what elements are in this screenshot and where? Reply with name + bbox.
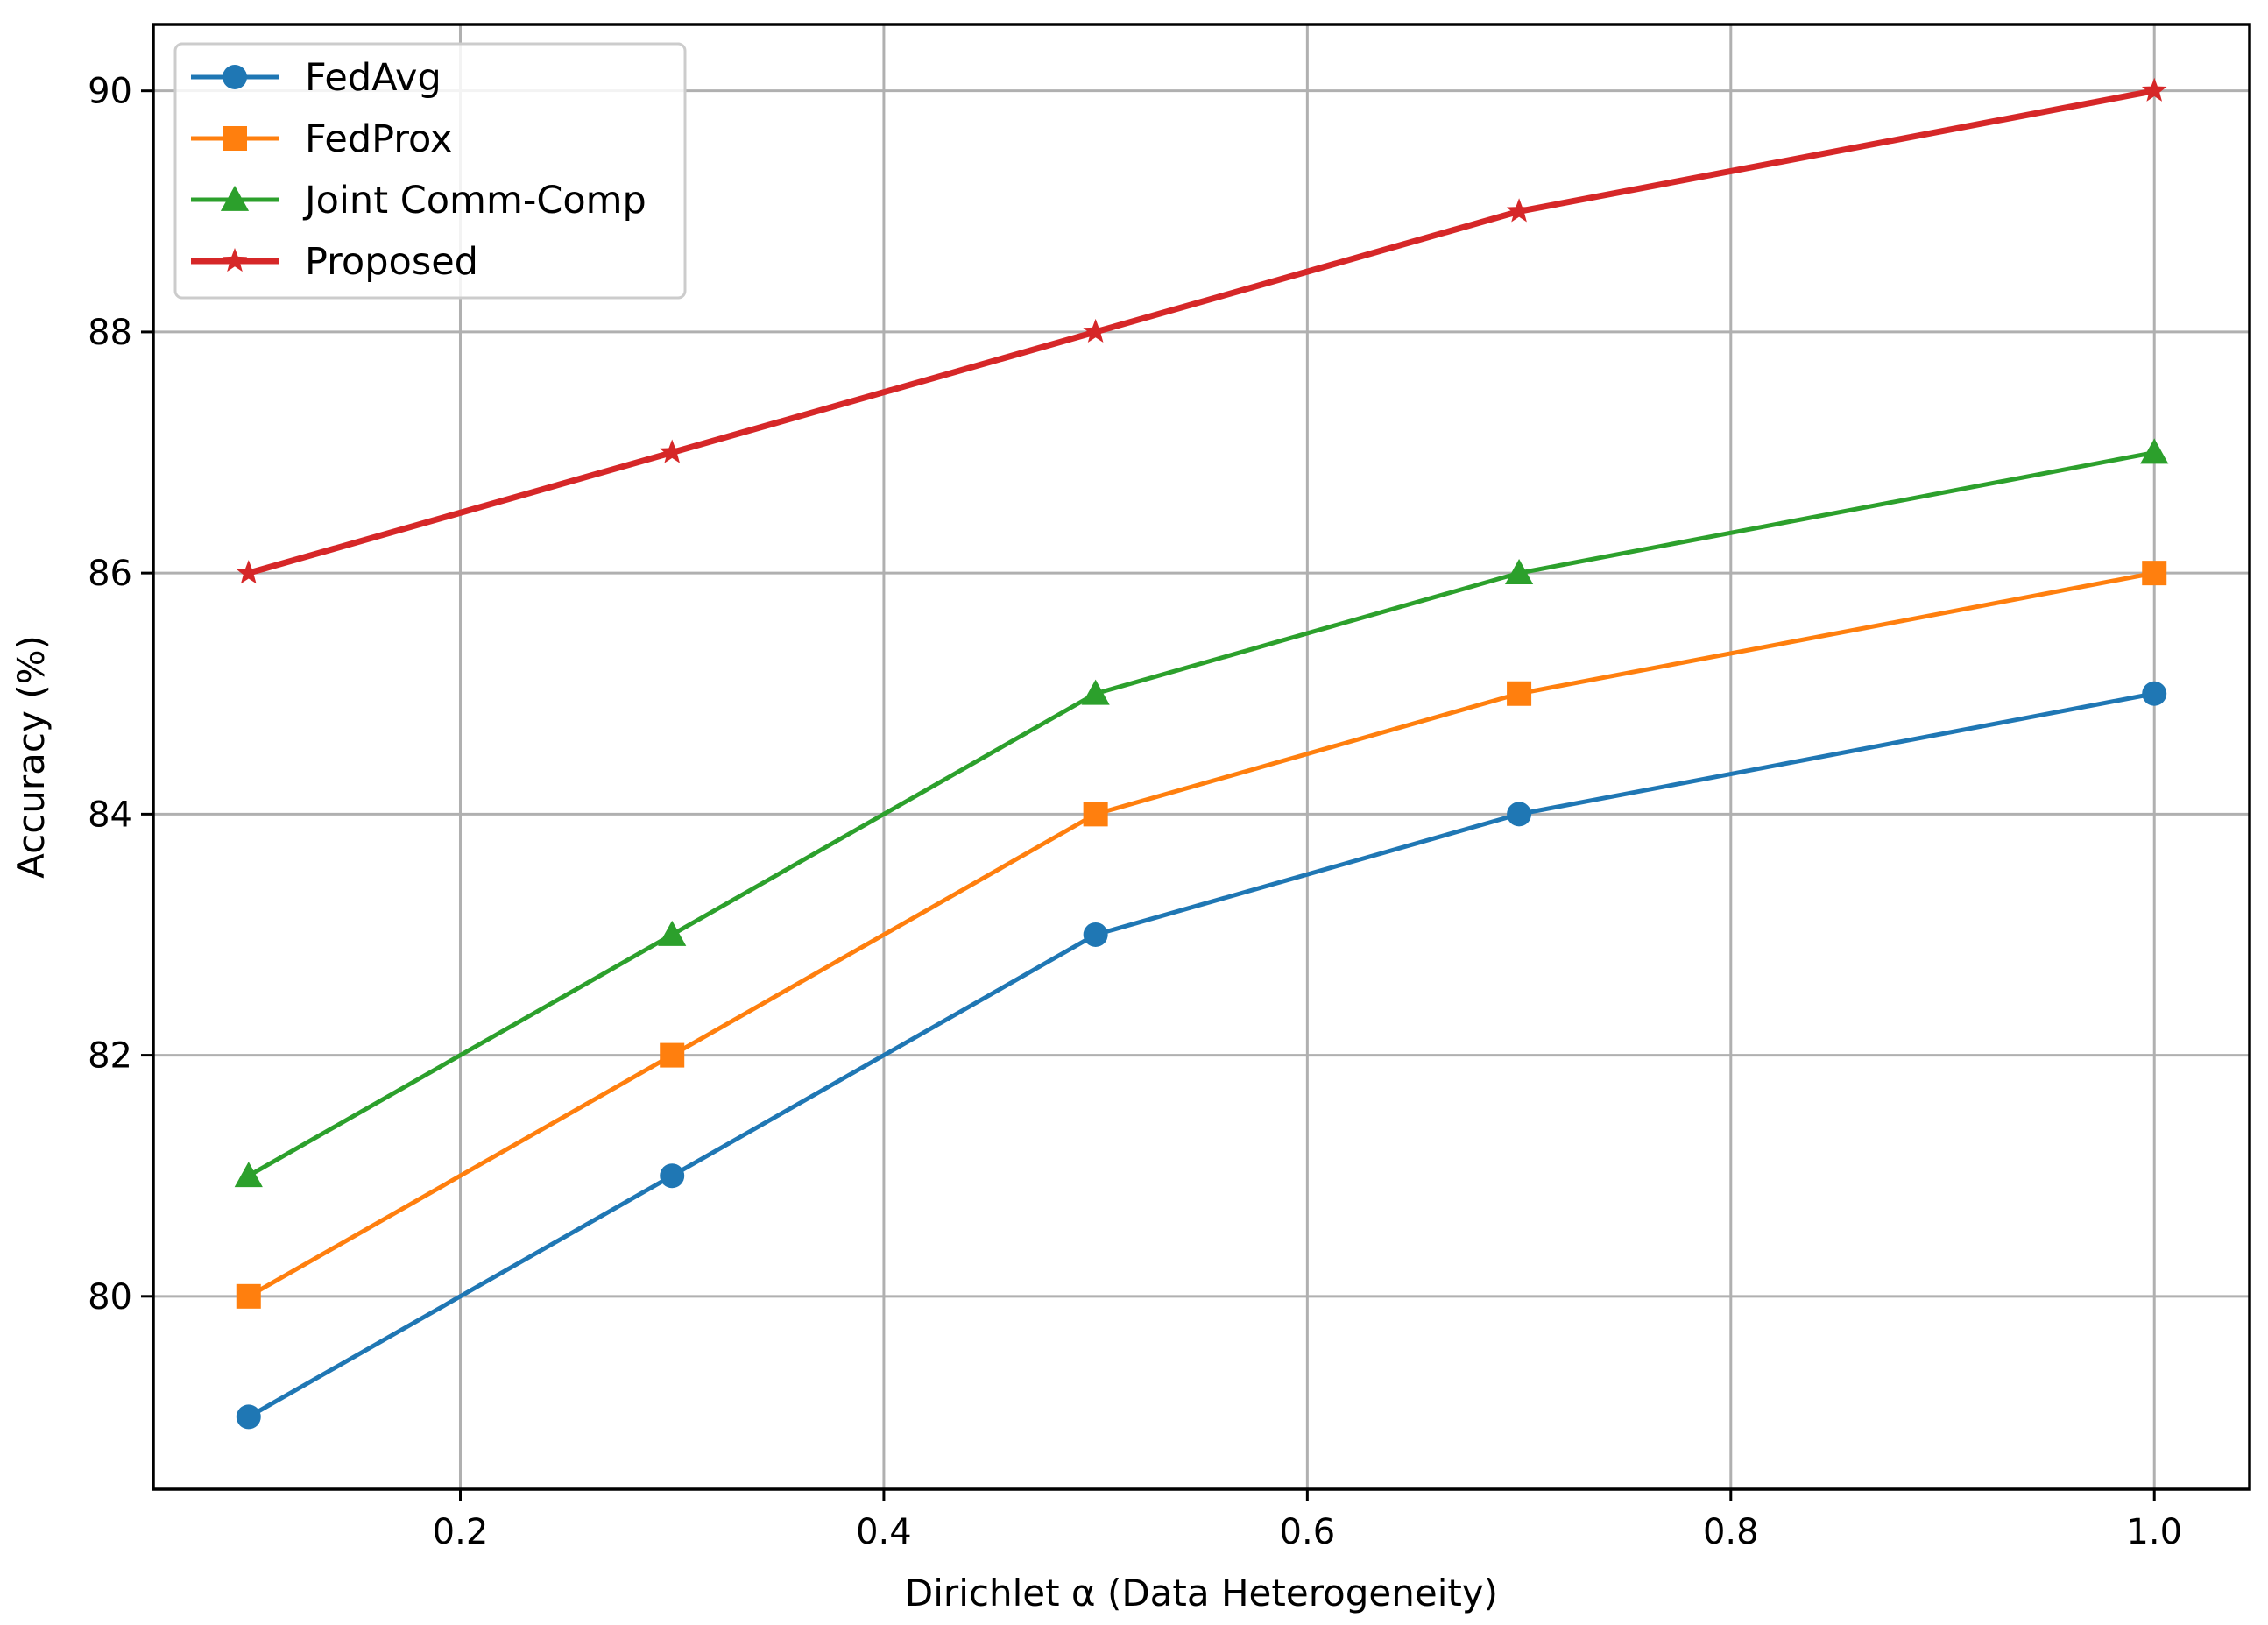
legend-item: FedProx <box>191 117 452 161</box>
axis-ticks: 0.2 0.4 0.6 0.8 1.0 80 82 84 86 88 90 <box>88 72 2182 1552</box>
y-tick-label: 84 <box>88 795 132 835</box>
series-joint-comm-comp <box>234 438 2169 1188</box>
y-tick-label: 80 <box>88 1277 132 1318</box>
legend-label: Joint Comm-Comp <box>302 179 646 223</box>
x-tick-label: 0.2 <box>433 1512 489 1552</box>
data-point <box>2141 77 2167 102</box>
x-axis-label: Dirichlet α (Data Heterogeneity) <box>905 1572 1498 1614</box>
x-tick-label: 0.8 <box>1703 1512 1759 1552</box>
data-point <box>660 1163 685 1189</box>
data-point <box>658 920 687 946</box>
data-point <box>660 1042 685 1068</box>
plot-frame <box>152 23 2251 1491</box>
legend-item: FedAvg <box>191 56 442 100</box>
legend-marker <box>223 126 247 151</box>
x-tick-label: 0.6 <box>1280 1512 1336 1552</box>
legend-marker <box>223 65 247 89</box>
data-point <box>1083 922 1108 947</box>
legend-label: FedProx <box>305 117 452 161</box>
data-point <box>1507 802 1532 827</box>
data-point <box>2142 681 2167 706</box>
data-point <box>2142 561 2167 586</box>
legend-box <box>173 42 687 300</box>
y-tick-label: 82 <box>88 1036 132 1077</box>
data-point <box>234 1162 263 1188</box>
y-tick-label: 86 <box>88 554 132 594</box>
series-fedavg <box>236 681 2167 1430</box>
series-layer <box>234 77 2169 1430</box>
series-fedprox <box>236 561 2167 1309</box>
data-point <box>236 1404 261 1430</box>
data-point <box>659 439 685 463</box>
data-point <box>1504 559 1534 585</box>
data-point <box>1506 198 1532 223</box>
data-point <box>2140 438 2169 464</box>
series-proposed <box>236 77 2167 584</box>
data-point <box>1083 318 1108 343</box>
y-tick-label: 90 <box>88 72 132 112</box>
data-point <box>1083 802 1108 827</box>
data-point <box>1081 679 1110 705</box>
x-tick-label: 0.4 <box>856 1512 912 1552</box>
legend-label: Proposed <box>305 240 478 284</box>
legend-marker <box>222 248 248 272</box>
legend-item: Joint Comm-Comp <box>191 179 646 223</box>
legend-marker <box>220 185 250 211</box>
data-point <box>236 560 262 584</box>
x-tick-label: 1.0 <box>2126 1512 2182 1552</box>
data-point <box>236 1283 261 1309</box>
legend-label: FedAvg <box>305 56 442 100</box>
legend-item: Proposed <box>191 240 478 284</box>
y-axis-label: Accuracy (%) <box>10 635 53 879</box>
y-tick-label: 88 <box>88 313 132 353</box>
data-point <box>1507 681 1532 706</box>
legend: FedAvg FedProx Joint Comm-Comp Proposed <box>173 42 687 300</box>
